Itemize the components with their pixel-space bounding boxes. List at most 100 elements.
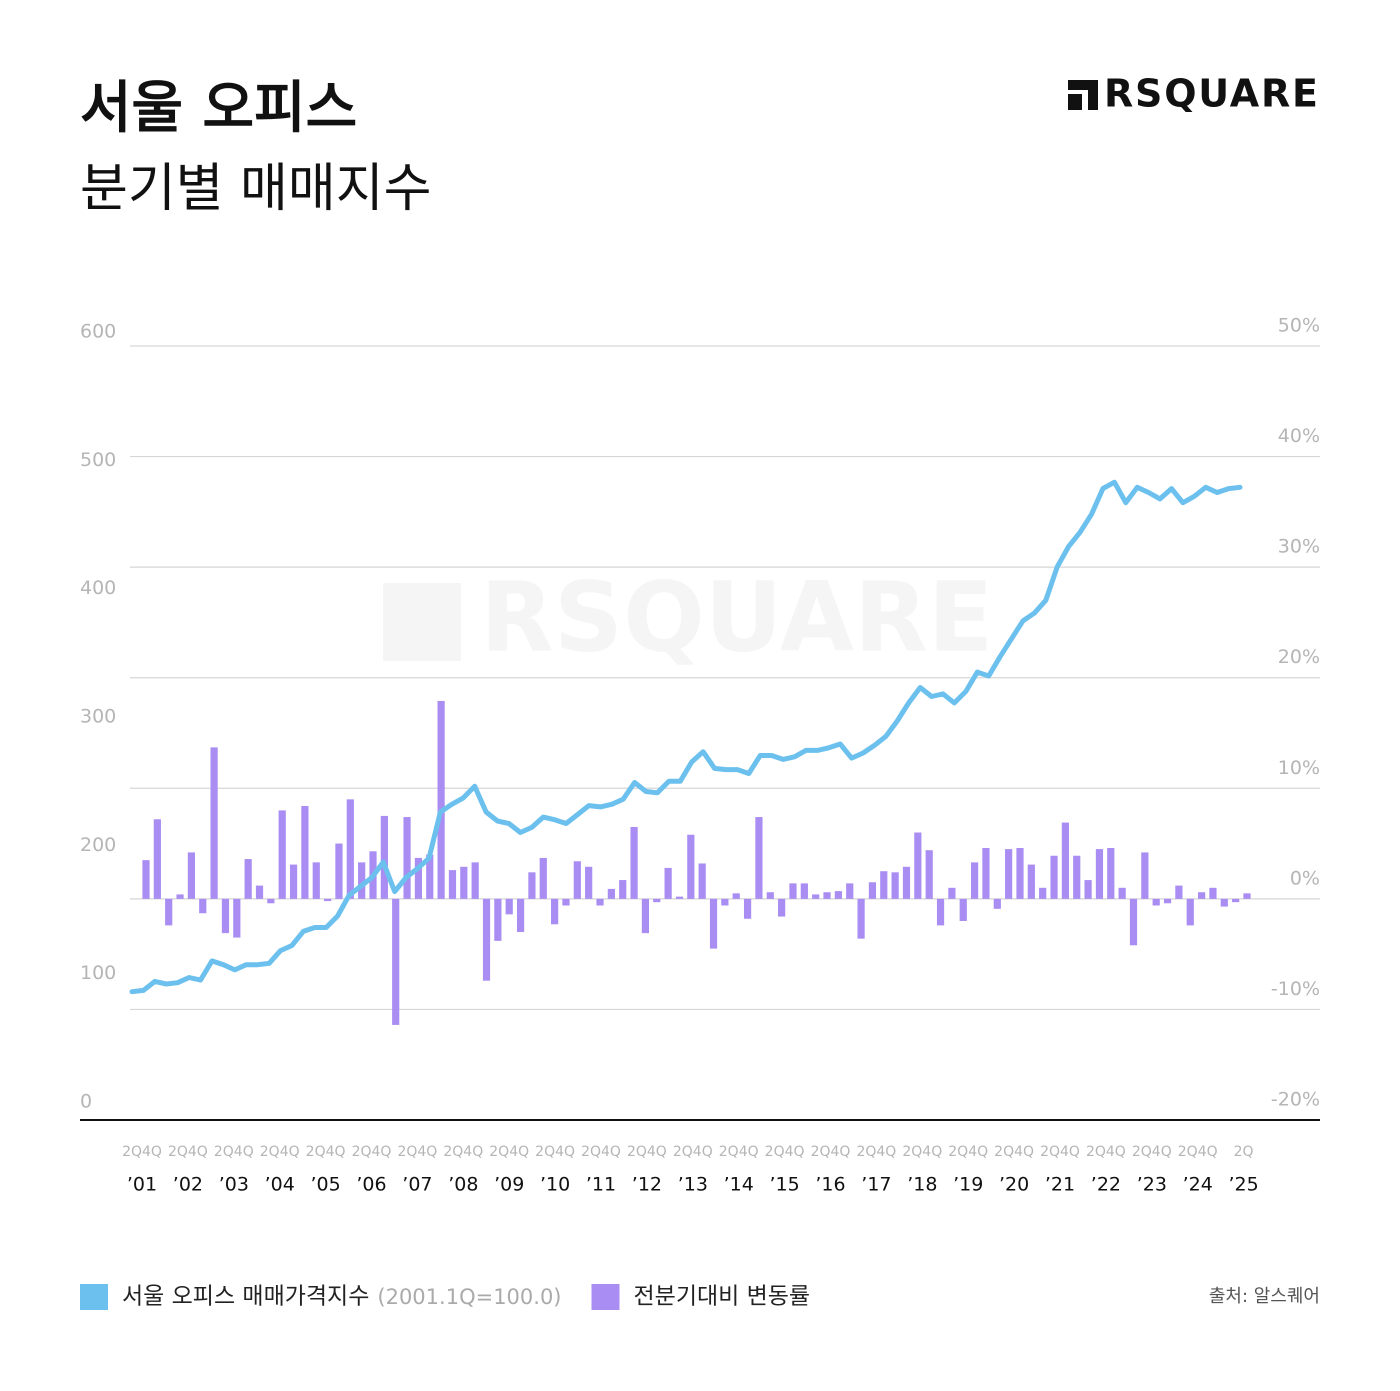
x-tick-label: 2Q4Q (948, 1144, 988, 1160)
bar (993, 898, 1001, 909)
logo-icon (1068, 80, 1098, 110)
x-tick-label: 2Q4Q (1040, 1144, 1080, 1160)
bar (233, 898, 241, 938)
bar (1141, 852, 1149, 899)
bar (585, 866, 593, 899)
x-tick-label: 2Q4Q (352, 1144, 392, 1160)
bar (709, 898, 718, 949)
x-year-label: ’09 (494, 1174, 524, 1196)
bar (255, 885, 264, 899)
bar (1073, 855, 1081, 899)
bar (755, 817, 763, 899)
bar (834, 891, 842, 899)
bar (880, 871, 888, 899)
x-year-label: ’25 (1228, 1174, 1258, 1196)
legend-swatch (80, 1284, 108, 1310)
bar (1220, 898, 1228, 907)
x-tick-label: 2Q4Q (1178, 1144, 1218, 1160)
bar (823, 892, 831, 899)
bar (607, 888, 615, 899)
x-tick-label: 2Q4Q (673, 1144, 713, 1160)
y2-tick-label: -20% (1271, 1089, 1320, 1111)
bar (948, 887, 956, 899)
bar (165, 898, 173, 926)
bar (267, 898, 275, 904)
x-tick-label: 2Q4Q (1086, 1144, 1126, 1160)
bar (312, 862, 320, 899)
bar (721, 898, 729, 906)
x-year-label: ’16 (815, 1174, 845, 1196)
bar (789, 883, 797, 899)
y-tick-label: 500 (80, 449, 116, 471)
bar (403, 817, 411, 899)
bar (482, 898, 491, 981)
y2-tick-label: -10% (1271, 978, 1320, 1000)
bar (1175, 885, 1183, 899)
bar (891, 872, 899, 899)
y2-tick-label: 0% (1290, 867, 1320, 889)
bar (902, 866, 911, 899)
bar (857, 898, 865, 939)
x-year-label: ’04 (265, 1174, 295, 1196)
x-year-label: ’05 (310, 1174, 340, 1196)
bar (562, 898, 570, 906)
watermark-text: RSQUARE (480, 561, 993, 673)
bar (1232, 898, 1240, 903)
x-year-label: ’20 (999, 1174, 1029, 1196)
x-year-label: ’24 (1183, 1174, 1213, 1196)
bar (925, 850, 933, 899)
x-tick-label: 2Q4Q (994, 1144, 1034, 1160)
bar (653, 898, 661, 903)
x-tick-label: 2Q4Q (168, 1144, 208, 1160)
chart-title: 서울 오피스 (80, 76, 357, 141)
x-tick-label: 2Q4Q (306, 1144, 346, 1160)
bar (619, 880, 627, 899)
bar (380, 815, 388, 899)
bar (732, 893, 740, 899)
x-tick-label: 2Q4Q (214, 1144, 254, 1160)
x-year-label: ’19 (953, 1174, 983, 1196)
watermark-icon (383, 583, 461, 661)
bar (448, 870, 457, 899)
bar (1163, 898, 1172, 904)
bar (346, 799, 354, 899)
x-tick-label: 2Q4Q (581, 1144, 621, 1160)
x-year-label: ’13 (678, 1174, 708, 1196)
x-tick-label: 2Q4Q (811, 1144, 851, 1160)
x-tick-label: 2Q4Q (397, 1144, 437, 1160)
x-year-label: ’11 (586, 1174, 616, 1196)
bar (335, 843, 343, 899)
logo-text: RSQUARE (1104, 72, 1318, 116)
bar (210, 747, 218, 899)
bar (778, 898, 786, 917)
x-tick-label: 2Q4Q (260, 1144, 300, 1160)
x-year-label: ’07 (402, 1174, 432, 1196)
x-year-label: ’23 (1137, 1174, 1167, 1196)
x-year-label: ’15 (769, 1174, 799, 1196)
bar (641, 898, 650, 934)
bar (551, 898, 559, 925)
bar (1061, 822, 1069, 899)
source: 출처: 알스퀘어 (1209, 1286, 1320, 1307)
bar (766, 892, 774, 899)
bar (1050, 855, 1058, 899)
y-tick-label: 400 (80, 577, 116, 599)
legend-swatch (591, 1284, 620, 1310)
bar (471, 862, 479, 899)
bar (846, 883, 854, 899)
y-tick-label: 0 (80, 1091, 92, 1113)
bar (630, 826, 638, 899)
x-year-label: ’06 (356, 1174, 386, 1196)
bar (392, 898, 400, 1025)
bar (1107, 847, 1115, 899)
bar (868, 882, 877, 899)
bar (301, 805, 309, 899)
legend-label: 전분기대비 변동률 (634, 1284, 811, 1310)
x-year-label: ’22 (1091, 1174, 1121, 1196)
bar (494, 898, 502, 941)
bar (505, 898, 513, 915)
bar (1186, 898, 1194, 926)
bar (743, 898, 752, 919)
